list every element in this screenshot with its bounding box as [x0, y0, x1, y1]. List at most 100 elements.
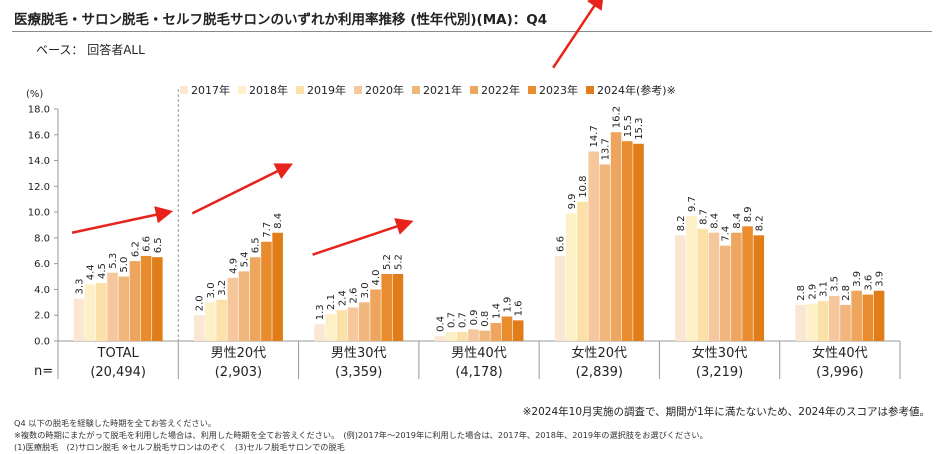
trend-arrow [312, 218, 414, 256]
trend-arrow [191, 163, 293, 215]
bar [73, 298, 85, 341]
legend-label: 2023年 [539, 84, 578, 97]
data-label: 5.4 [240, 251, 251, 267]
bar [851, 290, 862, 341]
data-label: 8.2 [676, 215, 687, 231]
bar [445, 331, 457, 341]
data-label: 3.9 [852, 271, 863, 287]
legend-label: 2020年 [365, 84, 404, 97]
bar [675, 235, 686, 341]
legend-label: 2021年 [423, 84, 462, 97]
data-label: 8.9 [743, 206, 754, 222]
data-label: 14.7 [589, 125, 600, 147]
data-label: 2.1 [326, 294, 337, 310]
bar [719, 245, 731, 341]
legend: 2017年 2018年 2019年 2020年 2021年 2022年 2023年 2024年… [180, 82, 676, 98]
legend-swatch [296, 86, 304, 94]
bar [434, 335, 446, 341]
bar [359, 302, 370, 341]
data-label: 0.7 [447, 312, 458, 328]
data-label: 3.9 [875, 271, 886, 287]
legend-label: 2024年(参考)※ [597, 84, 676, 97]
bar [249, 257, 261, 341]
y-tick-label: 16.0 [28, 130, 50, 141]
category-n: (20,494) [90, 365, 146, 380]
legend-swatch [354, 86, 362, 94]
y-tick-label: 2.0 [34, 311, 50, 322]
legend-item: 2019年 [296, 82, 346, 98]
legend-item: 2017年 [180, 82, 230, 98]
bar [261, 241, 272, 341]
data-label: 15.3 [634, 118, 645, 140]
data-label: 0.4 [435, 316, 446, 332]
note-line: (1)医療脱毛 (2)サロン脱毛 ※セルフ脱毛サロンはのぞく (3)セルフ脱毛サ… [14, 442, 345, 452]
data-label: 2.8 [796, 285, 807, 301]
data-label: 3.0 [206, 282, 217, 298]
bar [193, 315, 205, 341]
bar [84, 284, 96, 341]
data-label: 5.0 [119, 257, 130, 273]
data-label: 4.0 [371, 270, 382, 286]
bar [512, 320, 524, 341]
bar [490, 322, 502, 341]
bar [118, 276, 130, 341]
trend-arrow [71, 206, 174, 234]
data-label: 10.8 [578, 176, 589, 198]
legend-label: 2018年 [249, 84, 288, 97]
data-label: 5.2 [382, 254, 393, 270]
data-label: 2.9 [807, 284, 818, 300]
bar [468, 329, 479, 341]
bar [554, 255, 566, 341]
legend-label: 2017年 [191, 84, 230, 97]
bar [381, 273, 393, 341]
bar [621, 141, 633, 341]
bar [873, 290, 885, 341]
data-label: 1.4 [491, 303, 502, 319]
category-n: (3,359) [335, 365, 382, 380]
data-label: 15.5 [623, 115, 634, 137]
y-tick-label: 6.0 [34, 259, 50, 270]
category-label: 男性40代 [451, 346, 507, 361]
data-label: 5.2 [393, 254, 404, 270]
category-label: TOTAL [97, 346, 140, 361]
bar [599, 164, 611, 341]
bar [140, 255, 152, 341]
data-label: 3.6 [863, 275, 874, 291]
legend-item: 2022年 [470, 82, 520, 98]
data-label: 3.0 [360, 282, 371, 298]
category-n: (3,219) [696, 365, 743, 380]
legend-item: 2020年 [354, 82, 404, 98]
note-line: ※複数の時期にまたがって脱毛を利用した場合は、利用した時期を全てお答えください。… [14, 430, 708, 440]
legend-item: 2023年 [528, 82, 578, 98]
base-note: ベース： 回答者ALL [36, 43, 145, 57]
bar [840, 304, 851, 341]
bar [633, 143, 644, 341]
bar [272, 232, 283, 341]
data-label: 9.9 [567, 193, 578, 209]
legend-swatch [180, 86, 188, 94]
data-label: 4.5 [97, 263, 108, 279]
bar [501, 316, 513, 341]
bar [862, 294, 874, 341]
bar [731, 232, 742, 341]
bar [392, 273, 404, 341]
bar [227, 277, 239, 341]
category-n: (2,839) [576, 365, 623, 380]
bar [325, 313, 337, 341]
data-label: 1.9 [503, 297, 514, 313]
data-label: 4.9 [228, 258, 239, 274]
footnote-reference-note: ※2024年10月実施の調査で、期間が1年に満たないため、2024年のスコアは参… [522, 406, 930, 418]
data-label: 2.8 [841, 285, 852, 301]
legend-swatch [238, 86, 246, 94]
legend-label: 2019年 [307, 84, 346, 97]
data-label: 4.4 [86, 264, 97, 280]
bar [806, 303, 818, 341]
trend-arrow [552, 0, 605, 69]
data-label: 0.7 [458, 312, 469, 328]
category-n: (4,178) [455, 365, 502, 380]
bar [456, 331, 468, 341]
data-label: 3.5 [830, 276, 841, 292]
bar [817, 301, 829, 341]
legend-swatch [528, 86, 536, 94]
